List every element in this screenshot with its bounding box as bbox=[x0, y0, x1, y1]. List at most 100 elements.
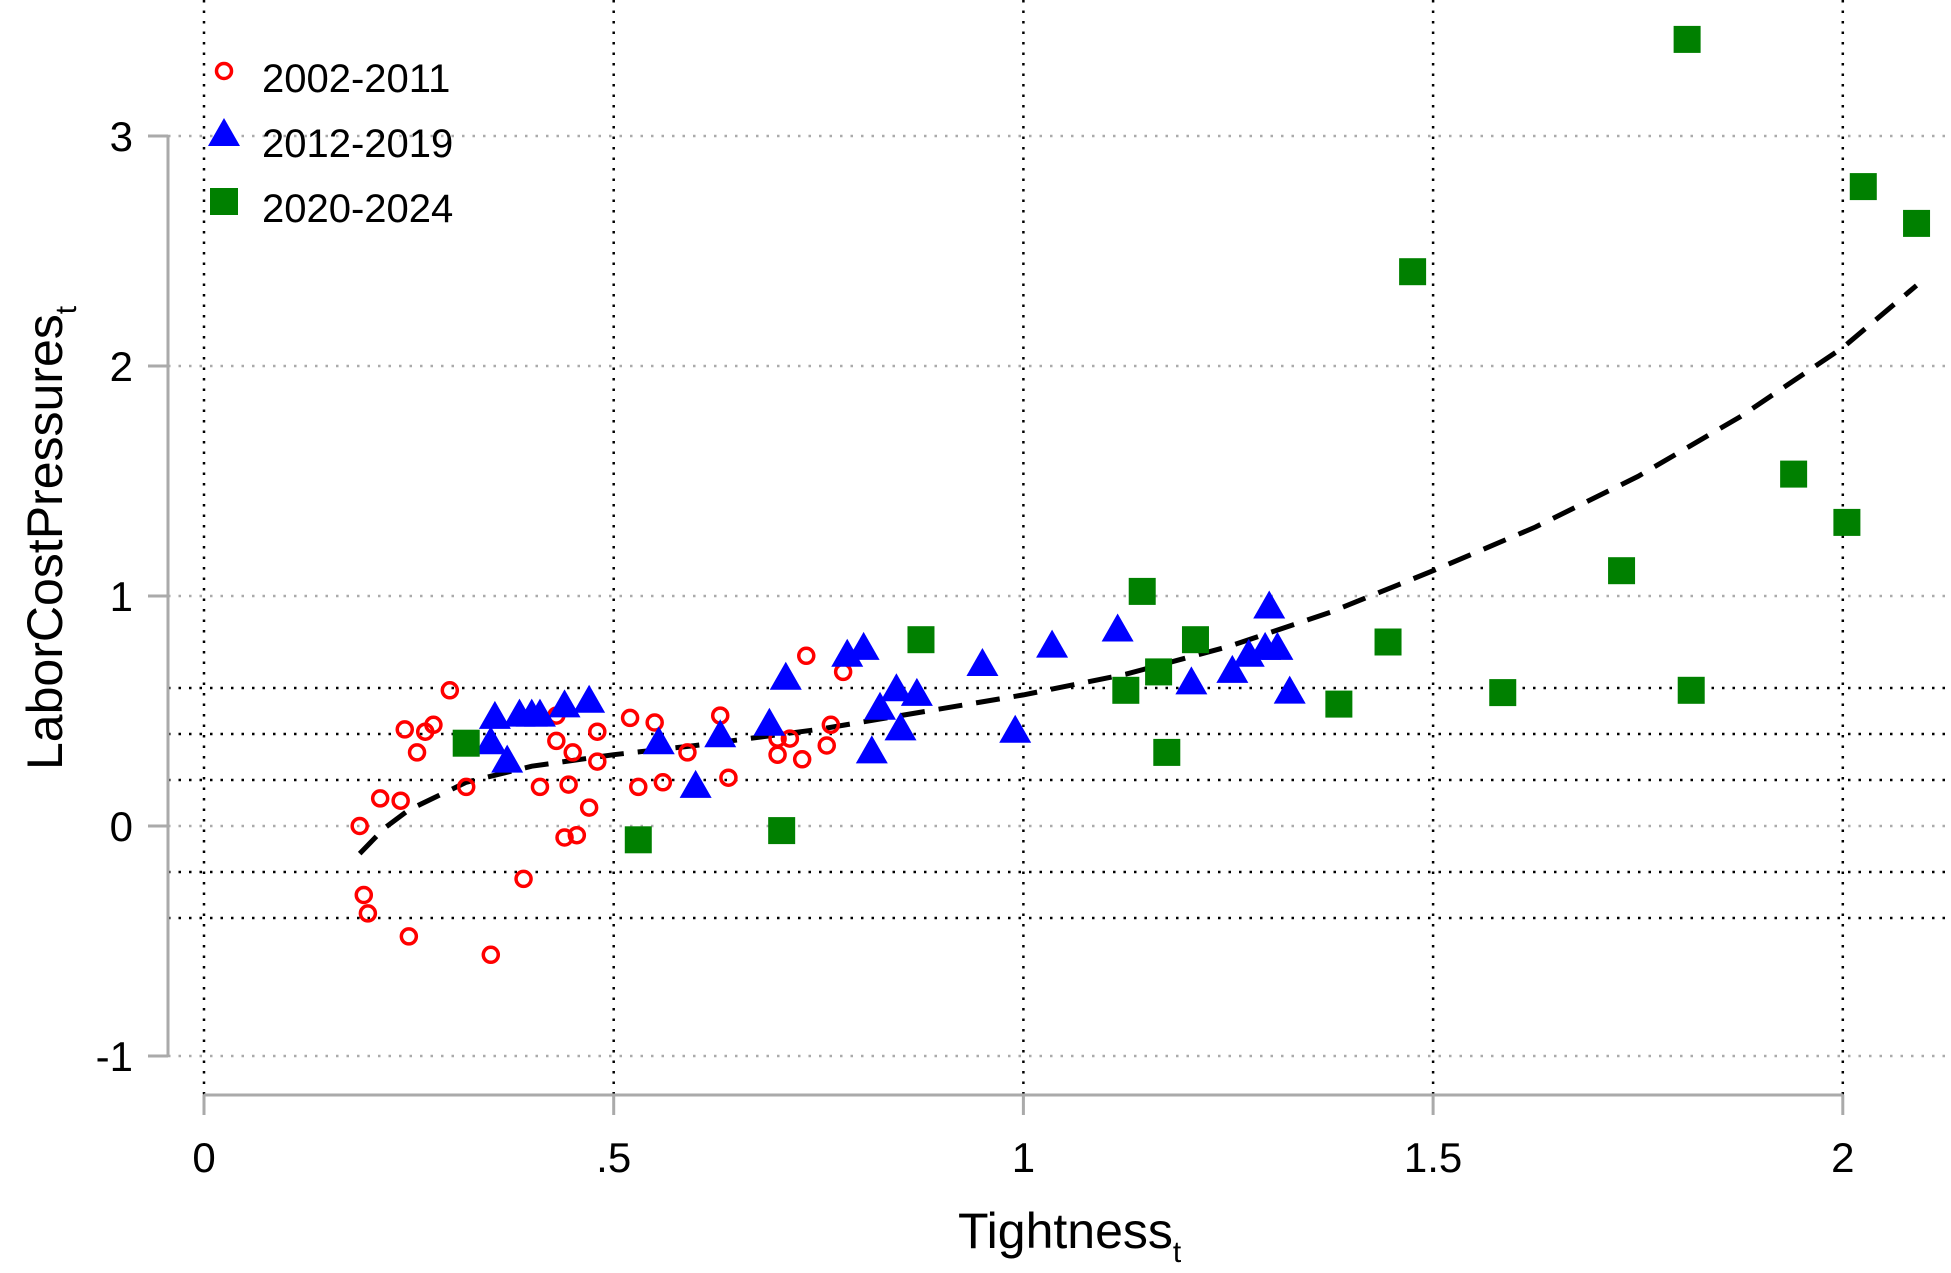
y-tick-label: 3 bbox=[110, 113, 133, 160]
y-tick-label: 2 bbox=[110, 343, 133, 390]
grid bbox=[168, 0, 1951, 1095]
legend-label-2012-2019: 2012-2019 bbox=[262, 122, 453, 166]
point-circle bbox=[391, 791, 410, 810]
point-circle bbox=[440, 681, 460, 700]
point-triangle bbox=[864, 691, 897, 720]
point-triangle bbox=[573, 684, 606, 713]
point-triangle bbox=[1261, 631, 1294, 660]
point-circle bbox=[370, 789, 390, 808]
x-axis-title-main: Tightness bbox=[958, 1203, 1173, 1259]
x-tick-label: 1 bbox=[1012, 1134, 1035, 1181]
point-square bbox=[1374, 628, 1402, 656]
point-triangle bbox=[679, 769, 712, 798]
point-square bbox=[768, 817, 796, 845]
point-triangle bbox=[880, 673, 913, 702]
y-axis-title-main: LaborCostPressures bbox=[17, 314, 73, 770]
point-circle bbox=[579, 798, 599, 817]
point-circle bbox=[629, 777, 648, 797]
point-triangle bbox=[847, 631, 880, 660]
point-circle bbox=[768, 745, 787, 764]
point-square bbox=[1128, 577, 1156, 605]
legend-marker-2020-2024 bbox=[210, 188, 238, 215]
point-circle bbox=[559, 775, 578, 794]
point-square bbox=[1849, 173, 1877, 201]
point-circle bbox=[530, 777, 550, 797]
y-tick-label: -1 bbox=[96, 1033, 133, 1080]
point-square bbox=[1112, 676, 1140, 704]
series-2002-2011 bbox=[350, 646, 853, 965]
point-triangle bbox=[704, 719, 737, 748]
point-triangle bbox=[769, 661, 802, 690]
point-triangle bbox=[900, 677, 933, 706]
point-square bbox=[1181, 626, 1209, 654]
point-circle bbox=[645, 713, 664, 732]
point-circle bbox=[399, 927, 419, 946]
x-tick-label: 2 bbox=[1831, 1134, 1854, 1181]
point-square bbox=[1145, 658, 1173, 686]
point-circle bbox=[719, 768, 738, 787]
x-axis-title-sub: t bbox=[1173, 1236, 1182, 1269]
y-axis-title-sub: t bbox=[50, 305, 83, 314]
point-triangle bbox=[523, 698, 556, 727]
point-circle bbox=[424, 715, 443, 735]
point-triangle bbox=[1216, 654, 1249, 683]
point-circle bbox=[821, 715, 841, 735]
point-square bbox=[907, 626, 935, 654]
point-square bbox=[624, 826, 652, 854]
point-triangle bbox=[1101, 613, 1134, 642]
legend-label-2020-2024: 2020-2024 bbox=[262, 187, 453, 231]
point-square bbox=[1903, 209, 1931, 237]
y-axis-title: LaborCostPressurest bbox=[17, 305, 83, 770]
point-circle bbox=[407, 743, 427, 762]
series-2020-2024 bbox=[452, 25, 1931, 854]
point-circle bbox=[588, 722, 607, 741]
point-circle bbox=[653, 773, 673, 792]
legend-marker-2002-2011 bbox=[214, 61, 234, 81]
x-tick-label: .5 bbox=[596, 1134, 631, 1181]
point-circle bbox=[563, 743, 582, 762]
point-circle bbox=[797, 646, 816, 666]
point-triangle bbox=[884, 712, 917, 741]
point-triangle bbox=[753, 707, 786, 736]
point-square bbox=[1399, 258, 1427, 286]
point-triangle bbox=[1175, 666, 1208, 695]
point-triangle bbox=[1253, 590, 1286, 619]
point-circle bbox=[567, 825, 587, 845]
point-triangle bbox=[642, 726, 675, 755]
point-circle bbox=[547, 731, 566, 751]
y-tick-label: 1 bbox=[110, 573, 133, 620]
point-triangle bbox=[548, 689, 581, 718]
point-triangle bbox=[1273, 675, 1306, 704]
point-triangle bbox=[474, 726, 507, 755]
point-triangle bbox=[1036, 629, 1069, 658]
series-2012-2019 bbox=[474, 590, 1306, 798]
point-circle bbox=[354, 885, 374, 905]
point-circle bbox=[514, 869, 533, 889]
point-square bbox=[1780, 460, 1808, 488]
point-square bbox=[1489, 679, 1517, 707]
legend-label-2002-2011: 2002-2011 bbox=[262, 57, 450, 101]
point-triangle bbox=[855, 735, 888, 764]
point-circle bbox=[620, 708, 640, 728]
point-triangle bbox=[491, 744, 524, 773]
point-square bbox=[1608, 557, 1636, 585]
point-circle bbox=[588, 752, 607, 771]
point-triangle bbox=[966, 648, 999, 676]
point-triangle bbox=[478, 700, 511, 729]
point-circle bbox=[350, 816, 369, 836]
point-triangle bbox=[999, 714, 1032, 743]
data-points bbox=[350, 25, 1931, 965]
x-tick-label: 0 bbox=[192, 1134, 215, 1181]
point-square bbox=[1153, 738, 1181, 766]
point-square bbox=[1673, 25, 1701, 53]
point-circle bbox=[481, 945, 501, 965]
point-circle bbox=[358, 904, 378, 923]
point-circle bbox=[395, 720, 415, 739]
point-square bbox=[452, 729, 480, 757]
point-circle bbox=[792, 750, 812, 769]
axes: -1 0 1 2 3 0 .5 1 1.5 2 bbox=[96, 113, 1855, 1181]
legend-marker-2012-2019 bbox=[208, 118, 240, 146]
point-circle bbox=[817, 736, 836, 755]
point-square bbox=[1677, 676, 1705, 704]
